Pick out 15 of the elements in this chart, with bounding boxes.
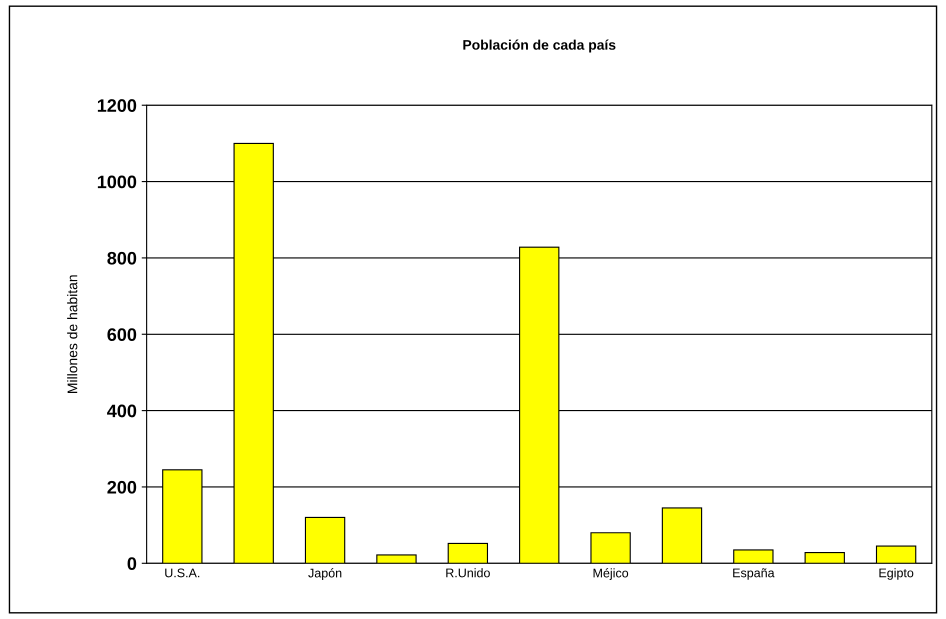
x-tick-label: R.Unido — [446, 568, 490, 578]
x-tick-label: Japón — [308, 568, 342, 580]
y-tick-label: 400 — [107, 404, 136, 418]
x-tick-label: Egipto — [879, 568, 914, 580]
x-tick-label: España — [733, 568, 775, 580]
y-axis-title: Millones de habitan — [67, 275, 78, 393]
y-tick-label: 800 — [107, 252, 136, 265]
chart-title: Población de cada país — [463, 39, 616, 53]
y-tick-label: 1000 — [98, 176, 136, 188]
y-tick-label: 0 — [128, 557, 136, 570]
y-tick-label: 600 — [107, 328, 136, 341]
x-tick-label: U.S.A. — [165, 568, 200, 578]
y-tick-label: 1200 — [98, 99, 136, 112]
x-tick-label: Méjico — [594, 568, 628, 580]
y-tick-label: 200 — [107, 480, 136, 494]
